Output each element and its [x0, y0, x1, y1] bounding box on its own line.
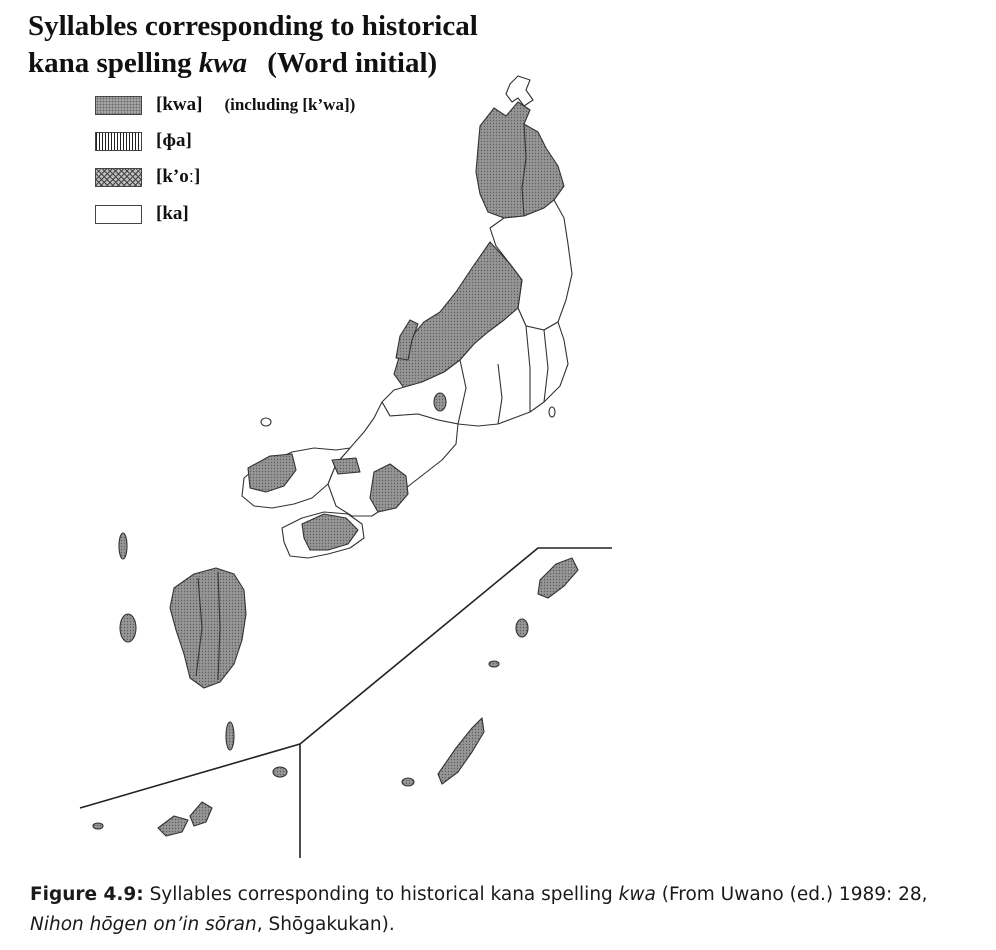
- tohoku-north-region: [475, 101, 565, 219]
- figure-caption: Figure 4.9: Syllables corresponding to h…: [30, 880, 980, 940]
- caption-text-start: Syllables corresponding to historical ka…: [143, 884, 619, 905]
- okinawa-island: [437, 717, 485, 785]
- hokkaido-tip: [505, 75, 534, 107]
- caption-source-title: Nihon hōgen on’in sōran: [30, 914, 257, 935]
- legend-item-kwa: [kwa] (including [k’wa]): [95, 92, 355, 118]
- kyushu-lines: [195, 571, 221, 681]
- kyushu-region: [169, 567, 247, 689]
- tokara-island: [515, 618, 529, 638]
- shikoku-east-region: [301, 513, 359, 551]
- legend-label-kho: [k’oː]: [156, 166, 201, 187]
- tohoku-inner-line: [521, 123, 527, 217]
- caption-label: Figure 4.9:: [30, 884, 144, 905]
- inset-border: [79, 547, 612, 858]
- title-line-2-italic: kwa: [198, 47, 248, 79]
- yonaguni-island: [92, 822, 104, 830]
- caption-text-end: , Shōgakukan).: [256, 914, 395, 935]
- title-line-1: Syllables corresponding to historical: [28, 10, 478, 42]
- amami-island: [537, 557, 579, 599]
- oki-island: [260, 417, 272, 427]
- title-line-2-suffix: (Word initial): [267, 47, 438, 79]
- chugoku-west-region: [247, 453, 297, 493]
- small-island-2: [401, 777, 415, 787]
- vertical-lines-swatch-icon: [95, 131, 142, 151]
- sado-island: [433, 392, 447, 412]
- miyako-island: [272, 766, 288, 778]
- caption-italic-kwa: kwa: [618, 884, 656, 905]
- kii-region: [369, 463, 409, 513]
- legend-label-pha: [ɸa]: [156, 130, 192, 151]
- yaeyama-island: [157, 815, 189, 837]
- legend-label-kwa: [kwa]: [156, 94, 203, 115]
- noto-peninsula: [395, 319, 419, 361]
- legend-label-ka: [ka]: [156, 203, 189, 224]
- ishigaki-island: [189, 801, 213, 827]
- legend-note-kwa: (including [k’wa]): [224, 95, 356, 114]
- inland-patch: [331, 457, 361, 475]
- tsushima-island: [118, 532, 128, 560]
- goto-island: [119, 613, 137, 643]
- crosshatch-swatch-icon: [95, 167, 142, 187]
- tanegashima: [225, 721, 235, 751]
- kanto-lines: [457, 325, 549, 425]
- title-line-2-prefix: kana spelling: [28, 47, 192, 79]
- izu-island: [548, 406, 556, 418]
- blank-swatch-icon: [95, 204, 142, 224]
- small-island-1: [488, 660, 500, 668]
- legend-item-pha: [ɸa]: [95, 128, 192, 154]
- japan-map: [79, 75, 612, 858]
- map-title: Syllables corresponding to historical ka…: [28, 8, 478, 82]
- legend-item-ka: [ka]: [95, 201, 189, 227]
- caption-text-mid: (From Uwano (ed.) 1989: 28,: [655, 884, 928, 905]
- legend-item-kho: [k’oː]: [95, 164, 200, 190]
- stippled-swatch-icon: [95, 95, 142, 115]
